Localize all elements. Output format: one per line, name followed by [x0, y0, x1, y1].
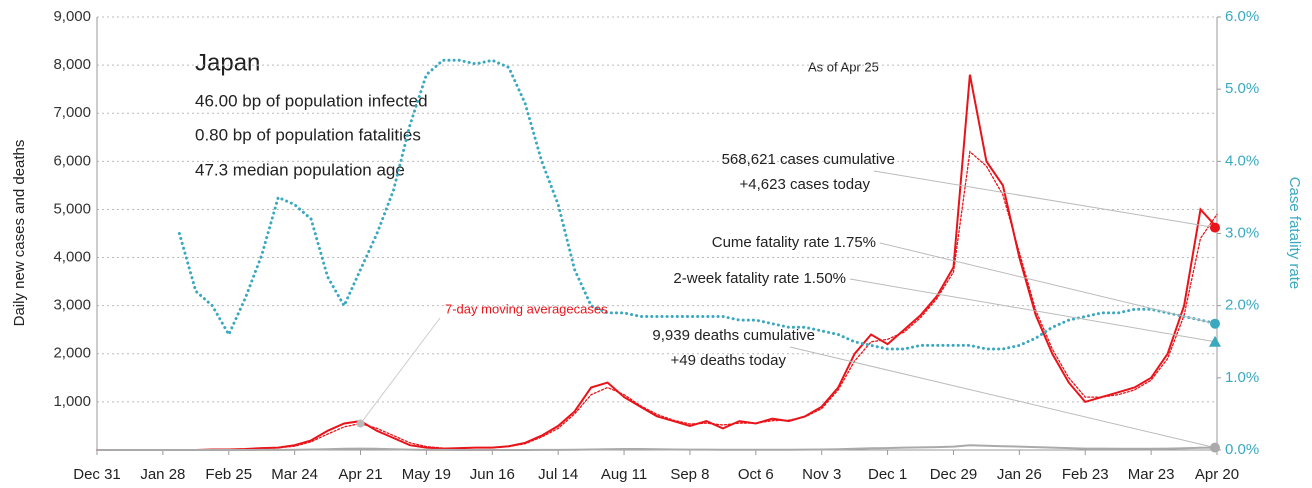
- y-tick-label: 4,000: [53, 249, 91, 266]
- x-tick-label: Dec 1: [868, 466, 907, 483]
- chart-title: Japan: [195, 49, 260, 76]
- series-label: 7-day moving averagecases: [445, 301, 608, 316]
- y2-tick-label: 3.0%: [1225, 224, 1259, 241]
- x-tick-label: Feb 23: [1062, 466, 1109, 483]
- x-tick-label: Feb 25: [205, 466, 252, 483]
- leader: [789, 346, 1216, 449]
- leader: [849, 278, 1216, 343]
- x-tick-label: Aug 11: [601, 466, 647, 483]
- series-line: [96, 150, 1218, 451]
- y2-tick-label: 1.0%: [1225, 369, 1259, 386]
- y2-axis-label: Case fatality rate: [1286, 177, 1303, 290]
- annotation: 9,939 deaths cumulative: [652, 327, 815, 344]
- x-tick-label: Apr 20: [1195, 466, 1239, 483]
- x-tick-label: Oct 6: [738, 466, 774, 483]
- end-marker: [1210, 222, 1220, 233]
- y2-tick-label: 5.0%: [1225, 80, 1259, 97]
- x-tick-label: Dec 29: [930, 466, 978, 483]
- x-tick-label: Mar 23: [1128, 466, 1175, 483]
- leader: [873, 170, 1216, 229]
- x-tick-label: Sep 8: [670, 466, 709, 483]
- x-tick-label: Apr 21: [338, 466, 382, 483]
- x-tick-label: Dec 31: [73, 466, 121, 483]
- y-axis-label: Daily new cases and deaths: [11, 140, 28, 327]
- annotation: 568,621 cases cumulative: [722, 151, 895, 168]
- leader-dot: [356, 419, 365, 428]
- annotation: +4,623 cases today: [739, 176, 870, 193]
- y2-tick-label: 6.0%: [1225, 8, 1259, 25]
- series-line: [96, 444, 1218, 451]
- y-tick-label: 8,000: [53, 56, 91, 73]
- y2-tick-label: 0.0%: [1225, 441, 1259, 458]
- y-tick-label: 5,000: [53, 200, 91, 217]
- stat: 47.3 median population age: [195, 160, 405, 179]
- stat: 0.80 bp of population fatalities: [195, 125, 421, 144]
- y-tick-label: 3,000: [53, 297, 91, 314]
- y-tick-label: 9,000: [53, 8, 91, 25]
- annotation: Cume fatality rate 1.75%: [712, 234, 876, 251]
- end-marker: [1210, 318, 1220, 329]
- stat: 46.00 bp of population infected: [195, 91, 428, 110]
- series-line: [177, 58, 1219, 351]
- y-tick-label: 7,000: [53, 104, 91, 121]
- annotation: +49 deaths today: [670, 352, 786, 369]
- y-tick-label: 2,000: [53, 345, 91, 362]
- x-tick-label: Jan 26: [997, 466, 1042, 483]
- x-tick-label: Mar 24: [271, 466, 318, 483]
- x-tick-label: May 19: [402, 466, 451, 483]
- end-marker: [1209, 335, 1221, 347]
- y-tick-label: 6,000: [53, 152, 91, 169]
- x-tick-label: Jun 16: [470, 466, 515, 483]
- as-of: As of Apr 25: [808, 59, 879, 74]
- x-tick-label: Jul 14: [538, 466, 578, 483]
- end-marker: [1210, 442, 1220, 453]
- leader: [879, 242, 1216, 325]
- y2-tick-label: 4.0%: [1225, 152, 1259, 169]
- leader: [360, 317, 441, 424]
- annotation: 2-week fatality rate 1.50%: [673, 270, 846, 287]
- x-tick-label: Jan 28: [140, 466, 185, 483]
- y2-tick-label: 2.0%: [1225, 297, 1259, 314]
- series-line: [96, 74, 1218, 451]
- x-tick-label: Nov 3: [802, 466, 841, 483]
- y-tick-label: 1,000: [53, 393, 91, 410]
